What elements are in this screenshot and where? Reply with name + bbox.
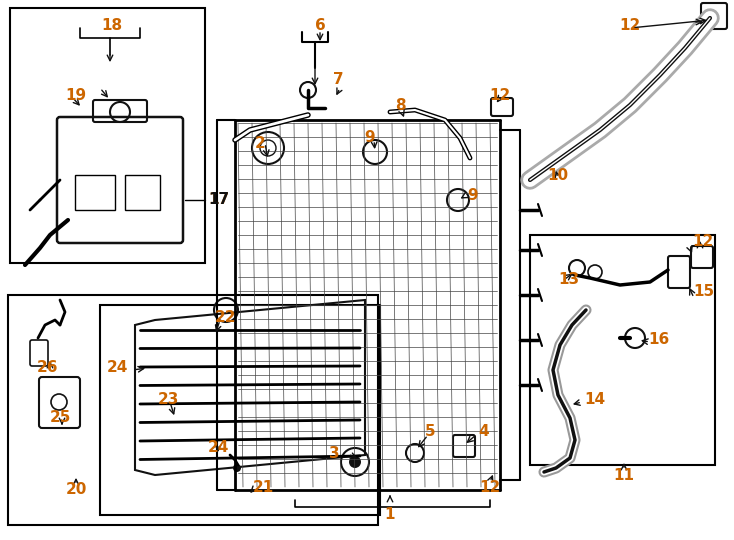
Bar <box>125 175 160 210</box>
Text: 21: 21 <box>253 481 275 496</box>
Text: 1: 1 <box>385 507 395 522</box>
Text: 18: 18 <box>101 18 123 33</box>
Bar <box>10 8 205 263</box>
Text: 7: 7 <box>333 72 344 87</box>
Text: 17: 17 <box>208 192 229 207</box>
Text: 12: 12 <box>490 87 511 103</box>
Text: 12: 12 <box>619 18 641 33</box>
Text: 15: 15 <box>693 285 714 300</box>
Text: 20: 20 <box>65 483 87 497</box>
Text: 6: 6 <box>315 18 325 33</box>
Text: 9: 9 <box>365 130 375 145</box>
Text: 25: 25 <box>49 410 70 426</box>
Bar <box>8 295 378 525</box>
Text: 4: 4 <box>478 424 489 440</box>
Text: 10: 10 <box>548 167 569 183</box>
Bar <box>75 175 115 210</box>
Text: 11: 11 <box>614 468 634 483</box>
Text: 8: 8 <box>395 98 405 112</box>
Text: 24: 24 <box>106 361 128 375</box>
Text: 16: 16 <box>648 333 669 348</box>
Bar <box>100 305 380 515</box>
Text: 5: 5 <box>425 424 435 440</box>
Text: 9: 9 <box>467 187 478 202</box>
Text: 19: 19 <box>65 87 86 103</box>
Text: 26: 26 <box>37 361 59 375</box>
Text: 3: 3 <box>330 447 340 462</box>
Circle shape <box>349 456 361 468</box>
Circle shape <box>233 464 241 472</box>
Text: 24: 24 <box>207 441 229 456</box>
Text: 12: 12 <box>479 481 501 496</box>
Text: 13: 13 <box>558 273 579 287</box>
Text: 22: 22 <box>215 310 236 326</box>
Bar <box>530 235 715 465</box>
Text: 23: 23 <box>157 393 178 408</box>
Text: 14: 14 <box>584 393 605 408</box>
Text: 17: 17 <box>208 192 229 207</box>
Text: 2: 2 <box>255 136 266 151</box>
Text: 12: 12 <box>692 234 713 249</box>
